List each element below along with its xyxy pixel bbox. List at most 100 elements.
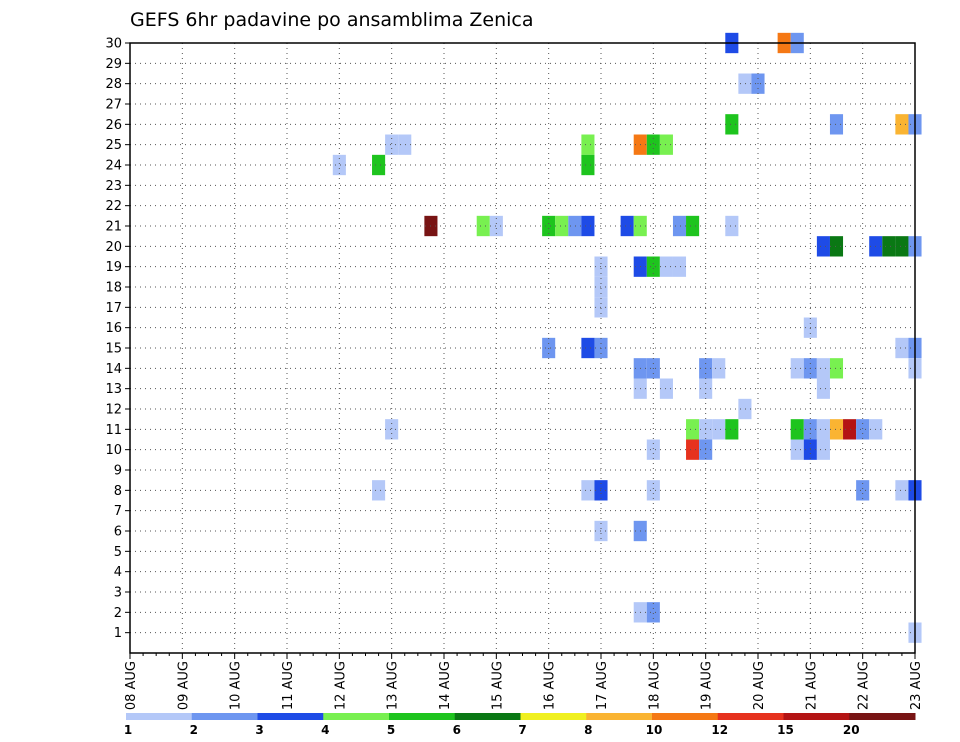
heatmap-cell — [581, 337, 595, 359]
colorbar-label: 6 — [453, 723, 461, 737]
y-tick-label: 16 — [105, 321, 122, 336]
heatmap-cell — [646, 602, 660, 623]
heatmap-cell — [659, 134, 673, 155]
y-tick-label: 29 — [105, 57, 122, 72]
x-tick-label: 13 AUG — [386, 661, 401, 710]
colorbar-label: 8 — [584, 723, 592, 737]
heatmap-cell — [738, 398, 752, 420]
y-tick-label: 6 — [114, 525, 122, 540]
x-tick-label: 22 AUG — [857, 661, 872, 710]
colorbar-label: 20 — [843, 723, 860, 737]
x-tick-label: 10 AUG — [229, 661, 244, 710]
y-tick-label: 11 — [105, 423, 122, 438]
colorbar-swatch — [783, 713, 850, 720]
colorbar-swatch — [520, 713, 587, 720]
heatmap-cell — [725, 114, 739, 135]
colorbar-label: 7 — [518, 723, 526, 737]
heatmap-cell — [738, 73, 752, 94]
colorbar-label: 10 — [646, 723, 663, 737]
heatmap-cell — [856, 419, 870, 440]
plot-frame — [129, 42, 916, 654]
x-tick-label: 19 AUG — [700, 661, 715, 710]
colorbar-label: 5 — [387, 723, 395, 737]
colorbar-swatch — [849, 713, 916, 720]
colorbar-label: 3 — [255, 723, 263, 737]
y-tick-label: 13 — [105, 382, 122, 397]
x-tick-label: 09 AUG — [176, 661, 191, 710]
heatmap-cell — [790, 439, 804, 460]
heatmap-cell — [686, 419, 700, 440]
heatmap-cell — [816, 358, 830, 379]
y-tick-label: 17 — [105, 301, 122, 316]
x-tick-label: 15 AUG — [490, 661, 505, 710]
heatmap-cell — [646, 480, 660, 501]
heatmap-cell — [476, 215, 490, 237]
heatmap-cell — [489, 215, 503, 237]
heatmap-cell — [542, 215, 556, 237]
chart-grid — [130, 42, 915, 653]
chart-title: GEFS 6hr padavine po ansamblima Zenica — [130, 9, 534, 31]
x-axis-ticks: 08 AUG 09 AUG 10 AUG 11 AUG 12 AUG 13 AUG 14 A… — [124, 653, 924, 710]
heatmap-cell — [843, 419, 857, 440]
colorbar-label: 15 — [777, 723, 794, 737]
y-tick-label: 20 — [105, 240, 122, 255]
y-tick-label: 7 — [114, 504, 122, 519]
x-tick-label: 08 AUG — [124, 661, 139, 710]
heatmap-cell — [895, 236, 909, 257]
heatmap-cell — [672, 256, 687, 277]
y-tick-label: 4 — [114, 565, 122, 580]
y-tick-label: 14 — [105, 362, 122, 377]
x-tick-label: 11 AUG — [281, 661, 296, 710]
heatmap-cell — [895, 337, 909, 359]
y-tick-label: 28 — [105, 77, 122, 92]
colorbar-swatch — [586, 713, 653, 720]
y-tick-label: 1 — [114, 626, 122, 641]
x-tick-label: 17 AUG — [595, 661, 610, 710]
colorbar-swatch — [323, 713, 390, 720]
colorbar-label: 12 — [711, 723, 728, 737]
colorbar-label: 1 — [124, 723, 132, 737]
heatmap-cell — [646, 439, 660, 460]
y-tick-label: 10 — [105, 443, 122, 458]
heatmap-cell — [659, 378, 673, 399]
heatmap-cell — [581, 480, 595, 501]
x-tick-label: 21 AUG — [804, 661, 819, 710]
heatmap-cell — [372, 154, 386, 176]
heatmap-cell — [646, 256, 660, 277]
x-tick-label: 18 AUG — [647, 661, 662, 710]
heatmap-cell — [646, 134, 660, 155]
colorbar-swatch — [126, 713, 193, 720]
heatmap-cell — [620, 215, 634, 237]
y-tick-label: 2 — [114, 606, 122, 621]
heatmap-cell — [895, 480, 909, 501]
heatmap-cell — [712, 358, 726, 379]
colorbar-swatch — [652, 713, 719, 720]
heatmap-cell — [398, 134, 412, 155]
heatmap-cell — [895, 114, 909, 135]
heatmap-cell — [555, 215, 569, 237]
y-tick-label: 18 — [105, 281, 122, 296]
heatmap-cell — [790, 419, 804, 440]
colorbar-swatch — [717, 713, 784, 720]
y-tick-label: 3 — [114, 586, 122, 601]
heatmap-cell — [332, 154, 346, 176]
heatmap-cell — [581, 154, 595, 176]
y-tick-label: 24 — [105, 159, 122, 174]
heatmap-cell — [659, 256, 673, 277]
y-tick-label: 5 — [114, 545, 122, 560]
colorbar-label: 2 — [190, 723, 198, 737]
heatmap-cell — [816, 236, 830, 257]
heatmap-cell — [816, 419, 830, 440]
y-tick-label: 26 — [105, 118, 122, 133]
y-tick-label: 22 — [105, 199, 122, 214]
heatmap-cell — [385, 419, 399, 440]
y-tick-label: 23 — [105, 179, 122, 194]
y-tick-label: 21 — [105, 220, 122, 235]
heatmap-cell — [686, 215, 700, 237]
heatmap-cell — [568, 215, 582, 237]
colorbar-swatch — [389, 713, 456, 720]
colorbar-swatch — [257, 713, 324, 720]
heatmap-cell — [829, 114, 844, 135]
y-tick-label: 15 — [105, 342, 122, 357]
